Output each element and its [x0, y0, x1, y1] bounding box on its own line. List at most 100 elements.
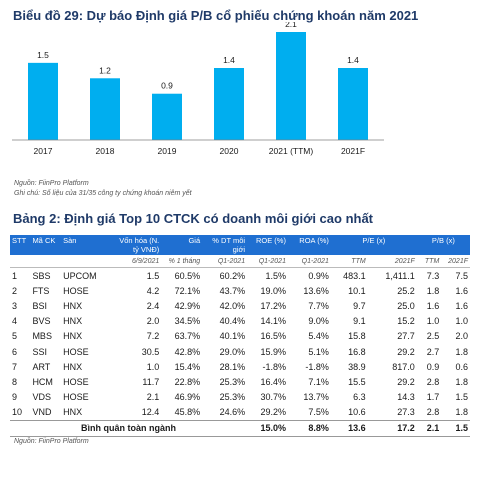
average-pb-f: 1.5 — [441, 419, 470, 438]
cell-ma-ck: FTS — [32, 285, 50, 296]
cell-pb-ttm: 2.5 — [426, 331, 440, 342]
cell-ma-ck: SSI — [32, 346, 47, 357]
sub-gia: % 1 tháng — [161, 255, 203, 268]
cell-pe-ttm: 10.6 — [348, 407, 366, 418]
cell-gia: 34.5% — [174, 316, 201, 327]
average-pe-f: 17.2 — [367, 419, 417, 438]
bar-value-label: 1.5 — [37, 50, 49, 60]
cell-pb-ttm: 1.0 — [426, 316, 440, 327]
cell-roa: 9.0% — [308, 316, 329, 327]
cell-pe-f: 29.2 — [397, 346, 415, 357]
table-row: 9 VDS HOSE 2.1 46.9% 25.3% 30.7% 13.7% 6.3 14.3 1.… — [10, 390, 470, 405]
cell-san: UPCOM — [63, 270, 97, 281]
sub-pb-f: 2021F — [441, 255, 470, 268]
average-pe-ttm: 13.6 — [330, 419, 368, 438]
col-roa: ROA (%) — [287, 235, 331, 255]
bar-value-label: 1.2 — [99, 65, 111, 75]
cell-roa: 5.1% — [308, 346, 329, 357]
cell-von-hoa: 2.0 — [146, 316, 160, 327]
cell-roa: 5.4% — [308, 331, 329, 342]
cell-gia: 45.8% — [174, 407, 201, 418]
cell-pe-ttm: 38.9 — [348, 361, 366, 372]
col-pb: P/B (x) — [416, 235, 470, 255]
table-row: 2 FTS HOSE 4.2 72.1% 43.7% 19.0% 13.6% 10.1 25.2 1… — [10, 283, 470, 298]
cell-pb-f: 1.6 — [455, 285, 468, 296]
cell-ma-ck: MBS — [32, 331, 52, 342]
col-ma-ck: Mã CK — [30, 235, 62, 255]
cell-gia: 15.4% — [174, 361, 201, 372]
table-row: 5 MBS HNX 7.2 63.7% 40.1% 16.5% 5.4% 15.8 27.7 2.5… — [10, 329, 470, 344]
cell-san: HOSE — [63, 376, 89, 387]
cell-roe: 17.2% — [260, 300, 286, 311]
average-label: Bình quân toàn ngành — [10, 419, 248, 438]
cell-dt-moi-gioi: 29.0% — [219, 346, 246, 357]
x-tick-label: 2019 — [158, 146, 177, 156]
sub-dt-moi-gioi: Q1-2021 — [202, 255, 248, 268]
bar-2 — [152, 93, 182, 140]
cell-pe-ttm: 15.5 — [348, 376, 366, 387]
cell-von-hoa: 30.5 — [141, 346, 160, 357]
cell-roa: 13.6% — [303, 285, 329, 296]
cell-pb-f: 1.0 — [455, 316, 468, 327]
x-tick-label: 2017 — [34, 146, 53, 156]
cell-ma-ck: VND — [32, 407, 52, 418]
cell-ma-ck: HCM — [32, 376, 53, 387]
bar-1 — [90, 78, 120, 140]
cell-pb-f: 1.8 — [455, 376, 468, 387]
sub-pe-ttm: TTM — [330, 255, 368, 268]
cell-pe-ttm: 16.8 — [348, 346, 366, 357]
cell-gia: 46.9% — [174, 392, 201, 403]
cell-roe: 14.1% — [260, 316, 286, 327]
cell-pb-f: 1.6 — [455, 300, 468, 311]
cell-dt-moi-gioi: 25.3% — [219, 392, 246, 403]
cell-pe-f: 25.2 — [397, 285, 415, 296]
cell-pb-f: 2.0 — [455, 331, 468, 342]
table-subheader-row: 6/9/2021 % 1 tháng Q1-2021 Q1-2021 Q1-20… — [10, 255, 470, 268]
col-von-hoa: Vốn hóa (N. tỷ VNĐ) — [114, 235, 162, 255]
cell-stt: 6 — [12, 346, 18, 357]
cell-roa: 7.1% — [308, 376, 329, 387]
col-gia: Giá — [161, 235, 203, 255]
col-stt: STT — [10, 235, 31, 255]
cell-dt-moi-gioi: 60.2% — [219, 270, 246, 281]
cell-von-hoa: 1.0 — [146, 361, 160, 372]
cell-stt: 7 — [12, 361, 18, 372]
cell-von-hoa: 4.2 — [146, 285, 160, 296]
cell-von-hoa: 1.5 — [146, 270, 160, 281]
cell-pb-f: 0.6 — [455, 361, 468, 372]
x-tick-label: 2021F — [341, 146, 365, 156]
bar-0 — [28, 62, 58, 140]
pb-bar-chart: 1.5 2017 1.2 2018 0.9 2019 1.4 2020 2.1 2021 (TTM… — [12, 22, 384, 156]
average-roe: 15.0% — [247, 419, 288, 438]
cell-san: HNX — [63, 316, 83, 327]
cell-gia: 60.5% — [174, 270, 201, 281]
table-header-row: STT Mã CK Sàn Vốn hóa (N. tỷ VNĐ) Giá % … — [10, 235, 470, 255]
cell-san: HOSE — [63, 392, 89, 403]
cell-dt-moi-gioi: 28.1% — [219, 361, 246, 372]
chart-source: Nguồn: FiinPro Platform — [14, 180, 89, 187]
cell-roe: 15.9% — [260, 346, 286, 357]
cell-roe: -1.8% — [262, 361, 286, 372]
cell-san: HNX — [63, 300, 83, 311]
table-row: 3 BSI HNX 2.4 42.9% 42.0% 17.2% 7.7% 9.7 25.0 1.6 1… — [10, 298, 470, 313]
cell-roa: 0.9% — [308, 270, 329, 281]
sub-roa: Q1-2021 — [287, 255, 331, 268]
table-row: 4 BVS HNX 2.0 34.5% 40.4% 14.1% 9.0% 9.1 15.2 1.0 1… — [10, 314, 470, 329]
cell-san: HNX — [63, 361, 83, 372]
table-row: 7 ART HNX 1.0 15.4% 28.1% -1.8% -1.8% 38.9 817.0 0… — [10, 359, 470, 374]
cell-gia: 63.7% — [174, 331, 201, 342]
col-dt-moi-gioi: % DT môi giới — [202, 235, 248, 255]
cell-san: HOSE — [63, 285, 89, 296]
cell-ma-ck: BSI — [32, 300, 47, 311]
cell-gia: 42.9% — [174, 300, 201, 311]
cell-roe: 30.7% — [260, 392, 286, 403]
table-row: 1 SBS UPCOM 1.5 60.5% 60.2% 1.5% 0.9% 483.1 1,411… — [10, 268, 470, 284]
cell-pb-ttm: 2.8 — [426, 376, 440, 387]
cell-gia: 22.8% — [174, 376, 201, 387]
sub-roe: Q1-2021 — [247, 255, 288, 268]
sub-pe-f: 2021F — [367, 255, 417, 268]
cell-von-hoa: 12.4 — [141, 407, 160, 418]
bar-3 — [214, 68, 244, 140]
cell-pe-ttm: 15.8 — [348, 331, 366, 342]
cell-ma-ck: VDS — [32, 392, 51, 403]
